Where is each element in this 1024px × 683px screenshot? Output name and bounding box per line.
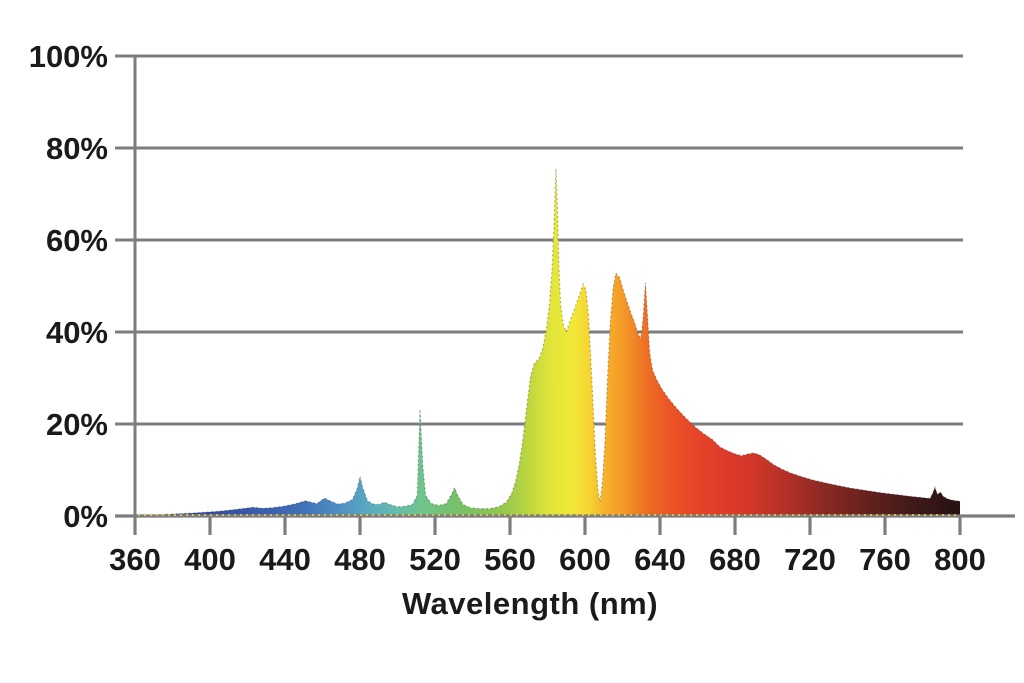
y-tick-label: 100% — [29, 39, 108, 74]
y-tick-label: 40% — [46, 315, 108, 350]
x-tick-label: 520 — [409, 542, 461, 577]
y-tick-label: 20% — [46, 407, 108, 442]
x-axis-title: Wavelength (nm) — [401, 586, 659, 621]
x-tick-label: 760 — [859, 542, 911, 577]
y-tick-label: 60% — [46, 223, 108, 258]
x-tick-label: 360 — [109, 542, 161, 577]
y-tick-label: 80% — [46, 131, 108, 166]
x-tick-label: 440 — [259, 542, 311, 577]
x-tick-label: 800 — [934, 542, 986, 577]
x-tick-label: 720 — [784, 542, 836, 577]
x-tick-label: 400 — [184, 542, 236, 577]
x-tick-label: 640 — [634, 542, 686, 577]
x-tick-label: 560 — [484, 542, 536, 577]
x-tick-label: 480 — [334, 542, 386, 577]
y-tick-label: 0% — [63, 499, 108, 534]
x-tick-label: 680 — [709, 542, 761, 577]
spectrum-area — [135, 168, 960, 516]
x-tick-label: 600 — [559, 542, 611, 577]
